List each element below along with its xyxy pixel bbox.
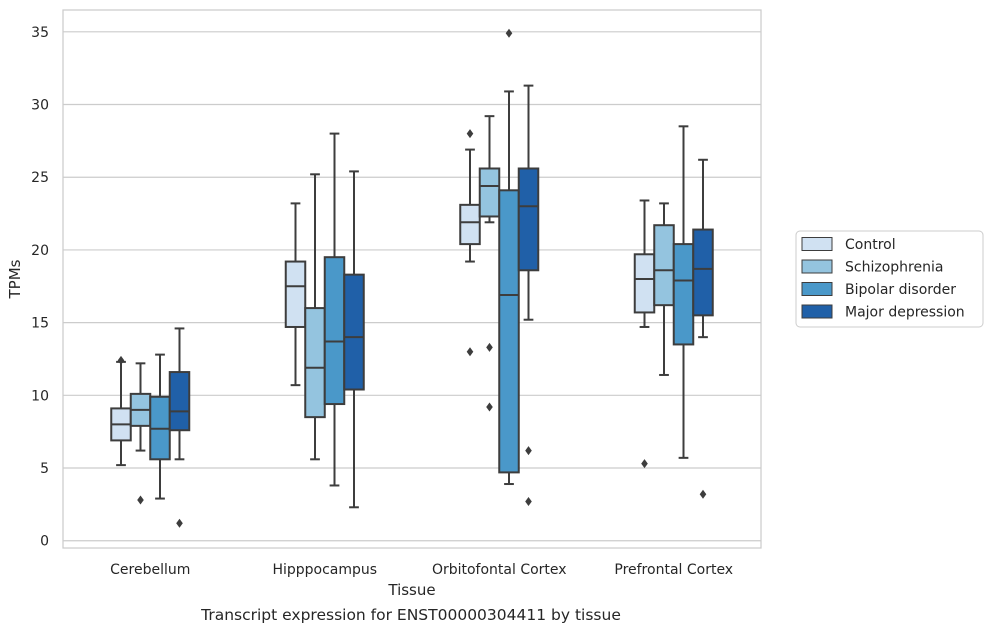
box-iqr — [692, 228, 714, 317]
box-iqr — [168, 371, 191, 432]
box-series-layer — [110, 28, 714, 528]
y-tick-label: 20 — [31, 243, 49, 259]
y-tick-label: 0 — [40, 534, 49, 550]
x-axis-title: Tissue — [387, 581, 435, 599]
y-tick-label: 5 — [40, 461, 49, 477]
outlier-point — [176, 518, 183, 528]
y-tick-label: 35 — [31, 25, 49, 41]
box-element — [692, 158, 714, 499]
box-element — [323, 132, 346, 487]
legend-swatch — [801, 237, 833, 251]
outlier-point — [525, 496, 532, 506]
box-element — [129, 362, 152, 505]
y-tick-label: 10 — [31, 388, 49, 404]
outlier-point — [699, 489, 707, 499]
box-iqr — [284, 260, 307, 328]
box-element — [284, 202, 307, 387]
legend: Control Schizophrenia Bipolar disorder Majo… — [795, 230, 984, 328]
x-tick-label: Orbitofontal Cortex — [432, 562, 567, 578]
y-tick-label: 25 — [31, 170, 49, 186]
box-iqr — [304, 307, 326, 419]
box-iqr — [498, 189, 520, 474]
legend-label: Control — [845, 237, 896, 253]
outlier-point — [117, 355, 125, 365]
legend-swatch — [801, 259, 833, 274]
outlier-point — [137, 495, 144, 505]
outlier-point — [466, 129, 474, 139]
box-iqr — [459, 203, 481, 246]
outlier-point — [466, 347, 474, 357]
box-iqr — [517, 167, 540, 272]
box-element — [478, 115, 501, 412]
legend-label: Major depression — [845, 305, 965, 321]
box-element — [149, 353, 171, 500]
box-iqr — [633, 253, 656, 314]
box-element — [498, 28, 520, 486]
box-element — [110, 355, 132, 467]
plot-area-frame — [62, 9, 762, 549]
box-iqr — [343, 273, 365, 391]
box-element — [459, 129, 481, 357]
outlier-point — [505, 28, 513, 38]
box-element — [653, 202, 675, 376]
y-tick-label: 30 — [31, 98, 49, 114]
legend-swatch — [801, 304, 833, 319]
series-major-depression — [168, 84, 714, 528]
legend-label: Schizophrenia — [845, 260, 943, 276]
x-tick-label: Cerebellum — [110, 562, 190, 578]
outlier-point — [525, 446, 532, 456]
x-tick-labels: Cerebellum Hipppocampus Orbitofontal Corte… — [110, 562, 733, 578]
outlier-point — [486, 342, 493, 352]
box-iqr — [478, 167, 501, 218]
box-iqr — [323, 256, 346, 406]
y-tick-label: 15 — [31, 316, 49, 332]
box-element — [517, 84, 540, 506]
legend-frame — [795, 230, 984, 328]
y-tick-labels: 0 5 10 15 20 25 30 35 — [31, 25, 49, 550]
box-element — [304, 173, 326, 461]
series-bipolar-disorder — [149, 28, 695, 500]
box-iqr — [672, 243, 695, 346]
box-iqr — [653, 224, 675, 307]
x-tick-label: Prefrontal Cortex — [614, 562, 733, 578]
box-element — [633, 199, 656, 469]
outlier-point — [486, 402, 493, 412]
box-element — [168, 327, 191, 528]
figure-caption: Transcript expression for ENST0000030441… — [201, 606, 621, 624]
legend-label: Bipolar disorder — [845, 282, 956, 298]
legend-swatch — [801, 282, 833, 296]
box-element — [672, 125, 695, 459]
y-axis-title: TPMs — [6, 259, 24, 299]
x-tick-label: Hipppocampus — [272, 562, 377, 578]
series-schizophrenia — [129, 115, 675, 505]
series-control — [110, 129, 656, 469]
outlier-point — [641, 459, 648, 469]
box-element — [343, 170, 365, 509]
